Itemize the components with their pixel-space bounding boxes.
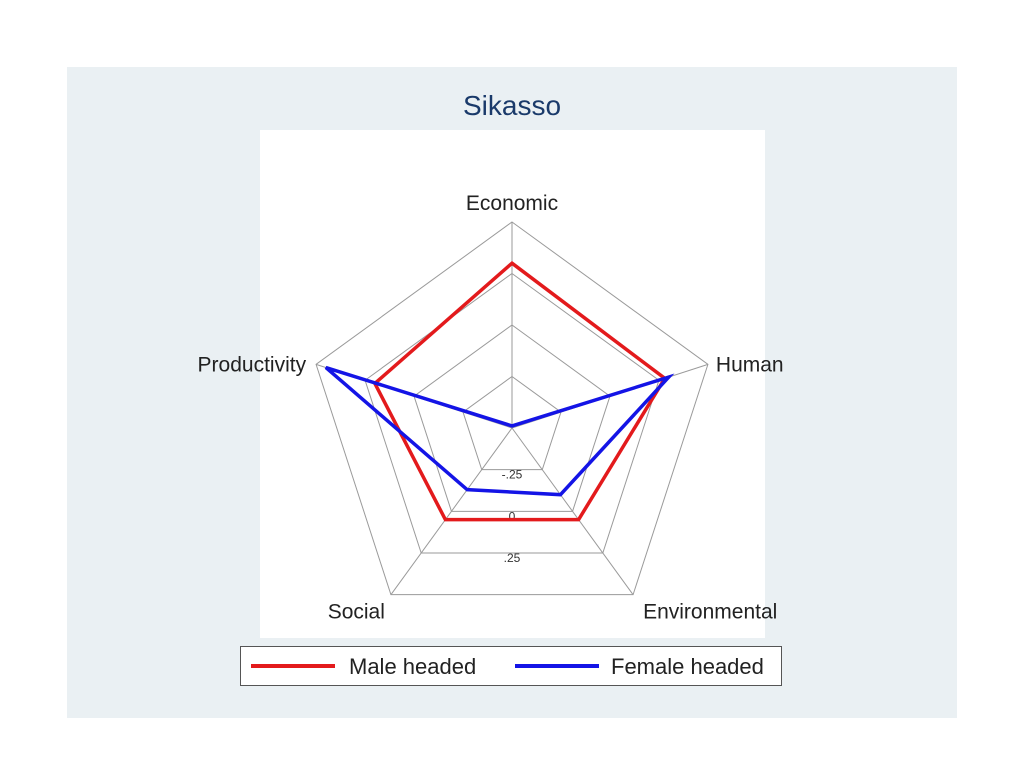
axis-label-economic: Economic [466, 192, 558, 215]
legend-swatch-male [251, 664, 335, 668]
grid-ring-2 [364, 272, 660, 554]
grid-ring-3 [315, 221, 709, 596]
ring-label-1: 0 [509, 509, 516, 523]
grid-ring-0 [462, 375, 562, 471]
series-line-male-headed [372, 260, 668, 522]
legend-label-female: Female headed [611, 654, 764, 679]
series-line-female-headed [324, 365, 675, 497]
grid-ring-1 [413, 324, 611, 512]
legend: Male headed Female headed [240, 646, 782, 686]
grid-spoke-2 [511, 427, 634, 595]
legend-swatch-female [515, 664, 599, 668]
grid-spoke-3 [390, 427, 513, 595]
axis-label-productivity: Productivity [198, 353, 307, 376]
ring-label-0: -.25 [502, 468, 523, 482]
legend-label-male: Male headed [349, 654, 477, 679]
axis-label-environmental: Environmental [643, 601, 777, 624]
chart-title: Sikasso [462, 90, 562, 121]
axis-label-human: Human [716, 353, 784, 376]
ring-label-2: .25 [504, 551, 521, 565]
axis-label-social: Social [328, 601, 385, 624]
legend-item-male: Male headed [249, 647, 499, 685]
legend-item-female: Female headed [513, 647, 773, 685]
